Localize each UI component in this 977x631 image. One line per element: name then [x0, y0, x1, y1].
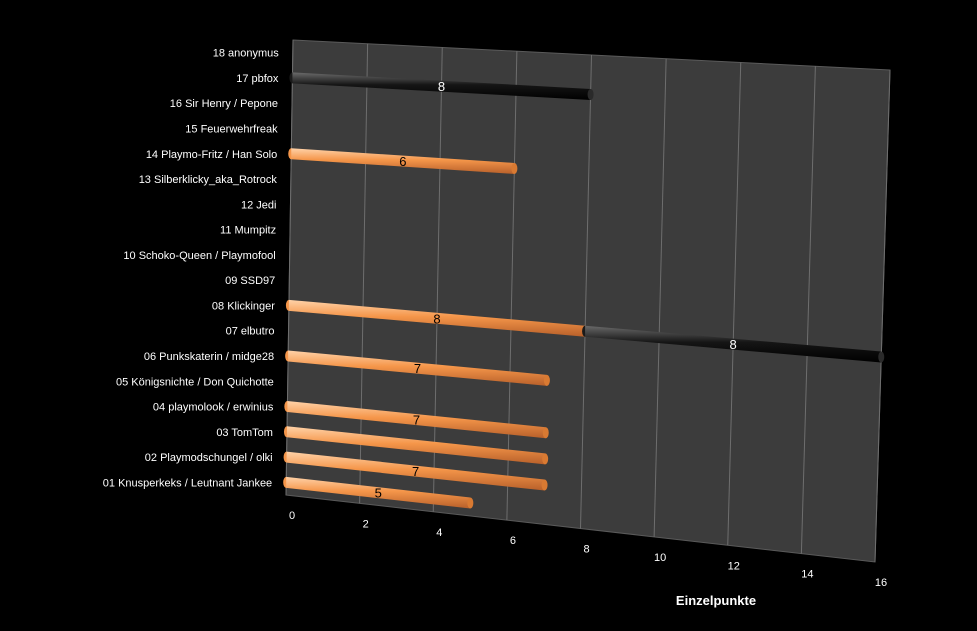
x-tick-label: 4	[436, 527, 442, 539]
bar	[283, 476, 474, 509]
x-tick-label: 16	[875, 577, 887, 589]
data-label: 6	[399, 154, 406, 169]
category-label: 11 Mumpitz	[220, 225, 276, 237]
bar	[285, 350, 550, 386]
gridline	[727, 62, 742, 546]
bar	[289, 72, 594, 100]
gridline	[580, 54, 592, 529]
category-label: 02 Playmodschungel / olki	[145, 452, 273, 464]
bar	[284, 401, 549, 439]
plot-back-wall	[285, 39, 891, 563]
bar	[283, 451, 548, 491]
x-tick-label: 12	[728, 560, 740, 572]
category-label: 03 TomTom	[216, 427, 273, 439]
gridline	[800, 66, 816, 554]
bar	[582, 325, 885, 363]
category-label: 12 Jedi	[241, 199, 276, 211]
data-label: 5	[375, 486, 382, 501]
category-label: 07 elbutro	[226, 326, 275, 338]
gridline	[285, 39, 294, 496]
x-tick-label: 8	[583, 544, 589, 556]
x-tick-label: 6	[510, 535, 516, 547]
category-label: 17 pbfox	[236, 73, 279, 85]
gridlines	[285, 39, 891, 563]
data-label: 8	[438, 79, 445, 94]
x-tick-label: 10	[654, 552, 666, 564]
gridline	[506, 51, 518, 521]
data-label: 8	[730, 337, 737, 352]
category-label: 05 Königsnichte / Don Quichotte	[116, 376, 274, 388]
category-label: 10 Schoko-Queen / Playmofool	[123, 250, 275, 262]
data-labels: 5 7 7 7 8 8 6 8	[375, 79, 737, 500]
gridline	[653, 58, 667, 537]
x-tick-label: 2	[363, 518, 369, 530]
category-label: 13 Silberklicky_aka_Rotrock	[139, 174, 278, 186]
category-label: 16 Sir Henry / Pepone	[170, 98, 278, 110]
category-label: 08 Klickinger	[212, 300, 275, 312]
data-label: 7	[413, 413, 420, 428]
data-label: 7	[412, 464, 419, 479]
bars	[283, 72, 885, 509]
x-tick-label: 14	[801, 569, 813, 581]
gridline	[359, 43, 369, 504]
category-label: 01 Knusperkeks / Leutnant Jankee	[103, 477, 272, 489]
x-axis-title: Einzelpunkte	[676, 593, 756, 608]
category-label: 15 Feuerwehrfreak	[185, 123, 278, 135]
category-label: 14 Playmo-Fritz / Han Solo	[146, 149, 277, 161]
category-label: 04 playmolook / erwinius	[153, 402, 274, 414]
data-label: 7	[414, 361, 421, 376]
gridline	[874, 69, 891, 563]
category-axis-labels: 01 Knusperkeks / Leutnant Jankee 02 Playm…	[103, 48, 280, 490]
data-label: 8	[433, 311, 440, 326]
gridline	[432, 47, 443, 512]
x-axis-tick-labels: 0 2 4 6 8 10 12 14 16	[289, 510, 887, 589]
category-label: 06 Punkskaterin / midge28	[144, 351, 274, 363]
category-label: 18 anonymus	[213, 48, 280, 60]
x-tick-label: 0	[289, 510, 295, 522]
bar	[283, 426, 549, 465]
category-label: 09 SSD97	[225, 275, 275, 287]
bar	[288, 148, 518, 174]
